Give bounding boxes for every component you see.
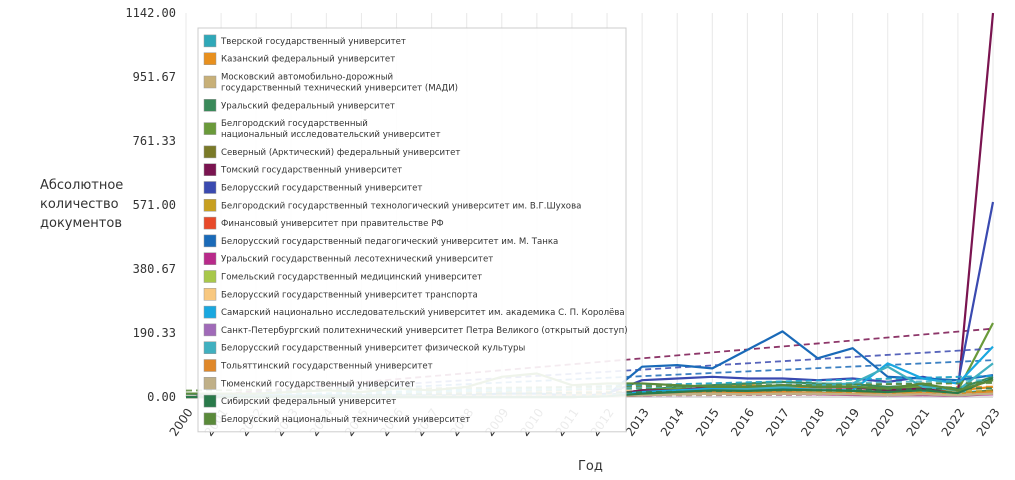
legend-swatch <box>203 359 217 372</box>
x-tick-label: 2018 <box>798 406 827 439</box>
x-tick-label: 2017 <box>763 406 792 439</box>
legend-swatch <box>203 75 217 89</box>
legend-label: Белгородский государственный технологиче… <box>221 201 581 211</box>
legend-swatch <box>203 122 217 135</box>
legend-label: Белорусский государственный университет … <box>221 344 525 354</box>
x-tick-label: 2020 <box>868 406 897 439</box>
legend-item[interactable]: Белорусский государственный университет … <box>203 288 478 301</box>
legend-label: Санкт-Петербургский политехнический унив… <box>221 326 628 336</box>
legend-swatch <box>203 377 217 390</box>
legend-item[interactable]: Белорусский государственный педагогическ… <box>203 234 558 248</box>
legend-swatch <box>203 270 217 283</box>
y-tick-label: 1142.00 <box>125 6 176 20</box>
legend-label: Белорусский национальный технический уни… <box>221 415 470 425</box>
legend-swatch <box>203 199 217 212</box>
legend-item[interactable]: Казанский федеральный университет <box>203 52 395 65</box>
legend-swatch <box>203 341 217 354</box>
y-tick-label: 380.67 <box>133 262 176 276</box>
legend-label: Казанский федеральный университет <box>221 55 395 65</box>
legend-label: Тверской государственный университет <box>220 37 406 47</box>
legend-item[interactable]: Тюменский государственный университет <box>203 377 415 390</box>
legend-label: Белгородский государственный национальный… <box>221 119 440 140</box>
x-tick-label: 2000 <box>167 406 196 439</box>
legend-item[interactable]: Белгородский государственный технологиче… <box>203 199 581 212</box>
legend-item[interactable]: Сибирский федеральный университет <box>203 394 396 408</box>
x-tick-label: 2022 <box>939 406 968 439</box>
legend-swatch <box>203 305 217 319</box>
legend-label: Белорусский государственный педагогическ… <box>221 237 558 247</box>
legend-label: Гомельский государственный медицинский у… <box>221 273 482 283</box>
legend-swatch <box>203 216 217 230</box>
x-tick-label: 2015 <box>693 406 722 439</box>
y-axis-label: Абсолютное количество документов <box>40 178 124 231</box>
legend-box <box>197 27 627 433</box>
legend-swatch <box>203 323 217 337</box>
legend-item[interactable]: Белорусский государственный университет … <box>203 341 525 354</box>
legend-item[interactable]: Санкт-Петербургский политехнический унив… <box>203 323 628 337</box>
legend-label: Финансовый университет при правительстве… <box>221 219 444 229</box>
x-tick-label: 2016 <box>728 406 757 439</box>
legend-item[interactable]: Белгородский государственный национальный… <box>203 119 440 140</box>
x-tick-label: 2013 <box>623 406 652 439</box>
legend-label: Северный (Арктический) федеральный униве… <box>221 148 460 158</box>
y-tick-label: 190.33 <box>133 326 176 340</box>
legend-swatch <box>203 34 217 48</box>
legend-swatch <box>203 412 217 426</box>
y-tick-label: 571.00 <box>133 198 176 212</box>
legend-swatch <box>203 145 217 159</box>
legend-label: Тольяттинский государственный университе… <box>220 362 433 372</box>
y-tick-label: 761.33 <box>133 134 176 148</box>
legend-swatch <box>203 52 217 65</box>
legend-item[interactable]: Уральский федеральный университет <box>203 99 395 112</box>
legend-item[interactable]: Тольяттинский государственный университе… <box>203 359 433 372</box>
y-tick-label: 951.67 <box>133 70 176 84</box>
legend-swatch <box>203 99 217 112</box>
y-tick-label: 0.00 <box>147 390 176 404</box>
legend-item[interactable]: Самарский национально исследовательский … <box>203 305 625 319</box>
x-tick-label: 2021 <box>904 406 933 439</box>
legend-label: Белорусский государственный университет <box>221 184 422 194</box>
legend-swatch <box>203 252 217 265</box>
legend-swatch <box>203 181 217 194</box>
legend-label: Сибирский федеральный университет <box>221 397 396 407</box>
legend-label: Уральский государственный лесотехнически… <box>221 255 493 265</box>
legend-label: Уральский федеральный университет <box>221 101 395 111</box>
legend-swatch <box>203 394 217 408</box>
legend-swatch <box>203 234 217 248</box>
legend-item[interactable]: Северный (Арктический) федеральный униве… <box>203 145 460 159</box>
legend-item[interactable]: Белорусский государственный университет <box>203 181 422 194</box>
x-tick-label: 2014 <box>658 406 687 439</box>
x-tick-label: 2023 <box>974 406 1003 439</box>
legend-swatch <box>203 288 217 301</box>
legend-swatch <box>203 163 217 176</box>
legend-label: Белорусский государственный университет … <box>221 290 478 300</box>
legend-item[interactable]: Тверской государственный университет <box>203 34 406 48</box>
x-tick-label: 2019 <box>833 406 862 439</box>
legend-label: Самарский национально исследовательский … <box>221 308 625 318</box>
legend-label: Тюменский государственный университет <box>220 379 415 389</box>
y-axis-ticks: 0.00 190.33 380.67 571.00 761.33 951.67 1142.0… <box>125 6 176 404</box>
legend[interactable]: Тверской государственный университет Каза… <box>197 27 628 433</box>
legend-item[interactable]: Финансовый университет при правительстве… <box>203 216 444 230</box>
legend-item[interactable]: Уральский государственный лесотехнически… <box>203 252 493 265</box>
legend-item[interactable]: Томский государственный университет <box>203 163 402 176</box>
legend-label: Томский государственный университет <box>220 166 402 176</box>
x-axis-label: Год <box>578 459 603 474</box>
legend-item[interactable]: Гомельский государственный медицинский у… <box>203 270 482 283</box>
legend-item[interactable]: Белорусский национальный технический уни… <box>203 412 470 426</box>
legend-item[interactable]: Московский автомобильно-дорожный государс… <box>203 73 458 94</box>
legend-label: Московский автомобильно-дорожный государс… <box>221 73 458 94</box>
